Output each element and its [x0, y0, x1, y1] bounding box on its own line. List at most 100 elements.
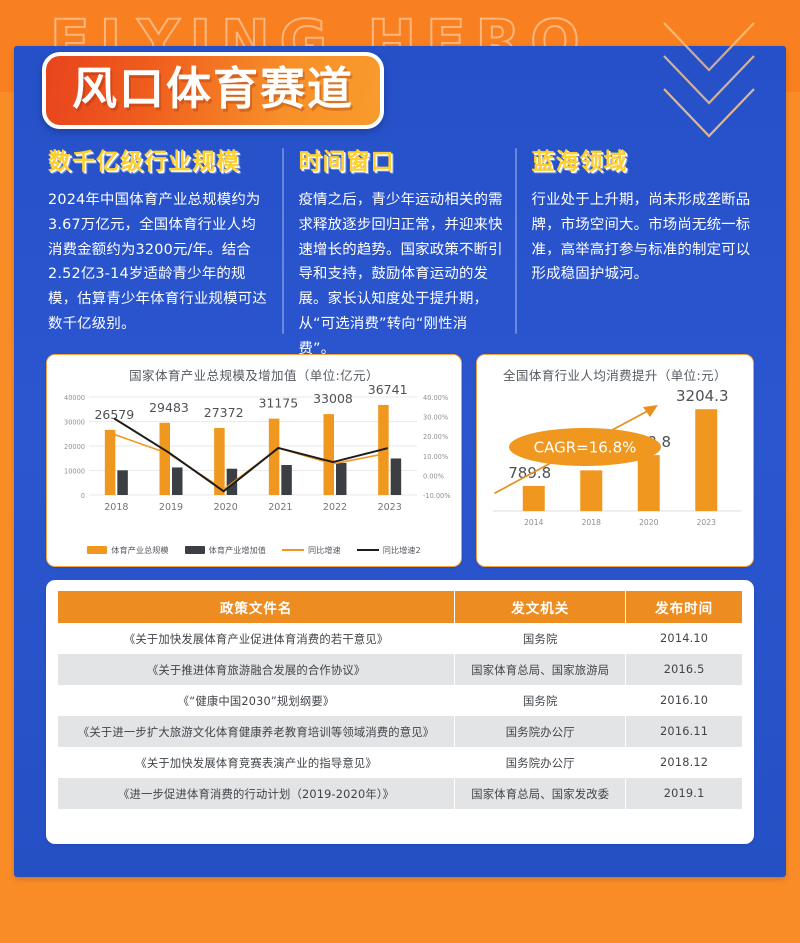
table-cell-organization: 国务院办公厅 — [454, 747, 627, 778]
bar-per-capita — [522, 485, 545, 511]
x-axis-tick-label: 2022 — [323, 502, 347, 513]
legend-swatch-line — [281, 548, 304, 552]
table-header-organization: 发文机关 — [454, 591, 627, 623]
main-panel: 数千亿级行业规模 2024年中国体育产业总规模约为3.67万亿元，全国体育行业人… — [14, 46, 786, 877]
industry-scale-chart-plot: 0 10000 20000 30000 40000 -10.00% 0.00% 10.00% 2… — [47, 382, 463, 535]
y2-axis-tick-label: -10.00% — [423, 492, 451, 500]
line-growth-rate-2 — [113, 417, 388, 493]
legend-item: 体育产业总规模 — [87, 544, 169, 556]
legend-swatch-bar — [184, 546, 205, 554]
table-cell-date: 2018.12 — [625, 747, 742, 778]
bar-total-scale — [159, 422, 170, 495]
feature-heading: 时间窗口 — [298, 149, 395, 175]
column-divider — [515, 148, 518, 334]
bar-added-value — [390, 458, 402, 495]
feature-body: 疫情之后，青少年运动相关的需求释放逐步回归正常，并迎来快速增长的趋势。国家政策不… — [298, 192, 503, 357]
x-axis-tick-label: 2023 — [378, 502, 402, 513]
page-title: 风口体育赛道 — [72, 62, 355, 115]
table-row: 《关于加快发展体育竞赛表演产业的指导意见》 国务院办公厅 2018.12 — [58, 747, 742, 778]
legend-item: 同比增速2 — [356, 544, 421, 556]
bar-added-value — [281, 464, 292, 495]
table-row: 《关于进一步扩大旅游文化体育健康养老教育培训等领域消费的意见》 国务院办公厅 201… — [58, 716, 742, 747]
industry-scale-chart-card: 国家体育产业总规模及增加值（单位:亿元） 0 10000 20000 30000 400… — [46, 354, 462, 567]
cagr-badge — [509, 428, 661, 466]
table-cell-date: 2014.10 — [625, 623, 742, 654]
bar-per-capita — [637, 455, 660, 511]
y2-axis-tick-label: 20.00% — [423, 433, 448, 441]
legend-label: 体育产业总规模 — [111, 545, 169, 555]
legend-item: 同比增速 — [281, 544, 341, 556]
table-header-document: 政策文件名 — [58, 591, 456, 623]
per-capita-consumption-chart-plot: 2014789.820181279.320201758.820233204.3C… — [477, 381, 755, 556]
policy-table-body: 《关于加快发展体育产业促进体育消费的若干意见》 国务院 2014.10 《关于推进体育… — [58, 623, 742, 809]
policy-table-card: 政策文件名 发文机关 发布时间 《关于加快发展体育产业促进体育消费的若干意见》国… — [46, 580, 754, 844]
table-cell-date: 2019.1 — [625, 778, 742, 809]
bar-total-scale — [323, 414, 334, 495]
feature-column-industry-scale: 数千亿级行业规模 2024年中国体育产业总规模约为3.67万亿元，全国体育行业人… — [34, 142, 285, 361]
y-axis-tick-label: 10000 — [64, 468, 85, 476]
title-badge: 风口体育赛道 — [42, 52, 385, 129]
bar-data-label: 3204.3 — [676, 387, 729, 405]
y-axis-tick-label: 30000 — [64, 419, 85, 427]
y-axis-tick-label: 40000 — [64, 394, 85, 402]
bar-data-label: 26579 — [94, 407, 134, 422]
table-row: 《关于推进体育旅游融合发展的合作协议》 国家体育总局、国家旅游局 2016.5 — [58, 654, 742, 685]
bar-total-scale — [214, 427, 225, 495]
table-header-date: 发布时间 — [625, 591, 742, 623]
table-row: 《进一步促进体育消费的行动计划（2019-2020年）》 国家体育总局、国家发改委… — [58, 778, 742, 809]
column-divider — [282, 148, 285, 334]
feature-body: 行业处于上升期，尚未形成垄断品牌，市场空间大。市场尚无统一标准，高举高打参与标准… — [531, 192, 751, 283]
table-cell-organization: 国务院办公厅 — [454, 716, 627, 747]
table-cell-organization: 国务院 — [454, 623, 627, 654]
bar-per-capita — [695, 409, 718, 511]
y2-axis-tick-label: 10.00% — [423, 453, 448, 461]
bar-added-value — [336, 462, 347, 495]
legend-swatch-line — [356, 548, 379, 552]
chevron-down-icon — [654, 18, 764, 148]
x-axis-tick-label: 2021 — [268, 502, 292, 513]
chart-legend: 体育产业总规模 体育产业增加值 同比增速 同比增速2 — [47, 544, 461, 556]
charts-row: 国家体育产业总规模及增加值（单位:亿元） 0 10000 20000 30000 400… — [46, 354, 754, 567]
table-cell-date: 2016.11 — [625, 716, 742, 747]
feature-heading: 数千亿级行业规模 — [48, 149, 240, 175]
table-cell-date: 2016.10 — [625, 685, 742, 716]
bar-total-scale — [268, 418, 280, 495]
y-axis-tick-label: 20000 — [64, 443, 85, 451]
table-header-row: 政策文件名 发文机关 发布时间 — [58, 591, 742, 623]
bar-data-label: 27372 — [204, 405, 244, 420]
legend-swatch-bar — [87, 546, 108, 554]
legend-item: 体育产业增加值 — [184, 544, 266, 556]
table-cell-document: 《关于加快发展体育产业促进体育消费的若干意见》 — [58, 623, 456, 654]
bar-added-value — [117, 470, 128, 495]
x-axis-tick-label: 2014 — [524, 518, 543, 527]
feature-column-blue-ocean: 蓝海领域 行业处于上升期，尚未形成垄断品牌，市场空间大。市场尚无统一标准，高举高… — [517, 142, 766, 361]
legend-label: 体育产业增加值 — [208, 545, 266, 555]
x-axis-tick-label: 2018 — [582, 518, 601, 527]
table-cell-document: 《关于进一步扩大旅游文化体育健康养老教育培训等领域消费的意见》 — [58, 716, 456, 747]
bar-per-capita — [580, 470, 603, 511]
table-cell-organization: 国家体育总局、国家旅游局 — [454, 654, 627, 685]
feature-columns: 数千亿级行业规模 2024年中国体育产业总规模约为3.67万亿元，全国体育行业人… — [14, 142, 786, 361]
legend-label: 同比增速 — [307, 545, 341, 555]
bar-added-value — [172, 467, 183, 495]
table-cell-document: 《关于推进体育旅游融合发展的合作协议》 — [58, 654, 456, 685]
legend-label: 同比增速2 — [382, 545, 421, 555]
cagr-label: CAGR=16.8% — [534, 439, 637, 457]
bar-total-scale — [104, 429, 116, 495]
table-cell-document: 《进一步促进体育消费的行动计划（2019-2020年）》 — [58, 778, 456, 809]
line-growth-rate — [114, 433, 388, 491]
y2-axis-tick-label: 40.00% — [423, 394, 448, 402]
table-cell-organization: 国家体育总局、国家发改委 — [454, 778, 627, 809]
bar-data-label: 36741 — [368, 383, 408, 397]
table-cell-date: 2016.5 — [625, 654, 742, 685]
y-axis-tick-label: 0 — [81, 492, 85, 500]
table-row: 《“健康中国2030”规划纲要》 国务院 2016.10 — [58, 685, 742, 716]
bar-data-label: 33008 — [313, 391, 353, 406]
table-cell-document: 《“健康中国2030”规划纲要》 — [58, 685, 456, 716]
x-axis-tick-label: 2023 — [697, 518, 716, 527]
feature-body: 2024年中国体育产业总规模约为3.67万亿元，全国体育行业人均消费金额约为32… — [48, 192, 267, 332]
bar-data-label: 29483 — [149, 400, 189, 415]
y2-axis-tick-label: 30.00% — [423, 414, 448, 422]
chart-title: 国家体育产业总规模及增加值（单位:亿元） — [129, 368, 379, 383]
bar-data-label: 31175 — [258, 396, 298, 411]
